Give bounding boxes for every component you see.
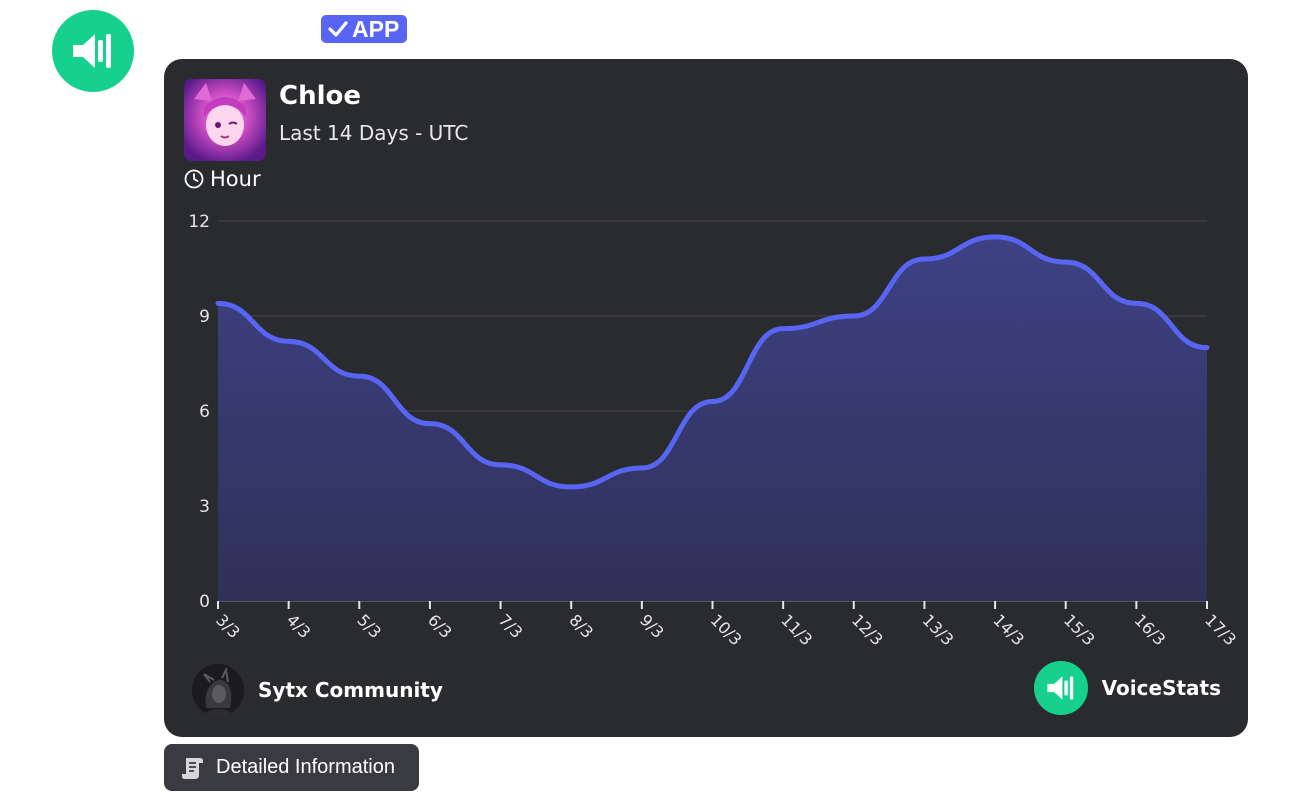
x-tick-label: 3/3 — [212, 610, 244, 642]
x-tick-label: 10/3 — [707, 610, 746, 649]
server-name: Sytx Community — [258, 678, 443, 702]
x-tick-label: 8/3 — [565, 610, 597, 642]
bot-avatar[interactable] — [52, 10, 134, 92]
x-tick-label: 13/3 — [919, 610, 958, 649]
x-tick-label: 7/3 — [495, 610, 527, 642]
metric-label: Hour — [210, 167, 261, 191]
brand-info: VoiceStats — [1033, 661, 1221, 715]
x-tick-label: 5/3 — [353, 610, 385, 642]
detailed-information-label: Detailed Information — [216, 756, 395, 778]
stats-card: Chloe Last 14 Days - UTC Hour 0 3 6 9 12 3/3… — [164, 59, 1248, 737]
period-label: Last 14 Days - UTC — [279, 121, 469, 145]
brand-name: VoiceStats — [1101, 676, 1221, 700]
x-tick-label: 12/3 — [848, 610, 887, 649]
brand-logo — [1033, 661, 1088, 715]
server-info: Sytx Community — [192, 664, 443, 716]
chart-series-line — [215, 234, 1210, 490]
x-tick-label: 9/3 — [636, 610, 668, 642]
clock-icon — [184, 169, 204, 189]
scroll-icon — [182, 757, 203, 779]
app-badge: APP — [321, 15, 408, 43]
speaker-icon — [1047, 676, 1073, 700]
x-tick-label: 4/3 — [283, 610, 315, 642]
y-tick-label: 9 — [199, 307, 210, 327]
speaker-icon — [73, 34, 111, 68]
x-tick-label: 16/3 — [1131, 610, 1170, 649]
metric-label-row: Hour — [184, 167, 261, 191]
y-tick-label: 12 — [188, 212, 210, 232]
y-tick-label: 6 — [199, 402, 210, 422]
user-name: Chloe — [279, 81, 361, 111]
hours-chart: 0 3 6 9 12 3/3 4/3 5/3 6/3 7/3 8/3 9/3 10/3 11/3 12/3… — [188, 212, 1240, 649]
x-tick-label: 15/3 — [1060, 610, 1099, 649]
x-tick-label: 6/3 — [424, 610, 456, 642]
user-avatar — [184, 79, 266, 161]
server-avatar — [192, 664, 244, 716]
checkmark-icon — [328, 21, 348, 37]
app-badge-label: APP — [352, 15, 400, 42]
y-tick-label: 0 — [199, 592, 210, 612]
x-tick-label: 11/3 — [777, 610, 816, 649]
y-tick-label: 3 — [199, 497, 210, 517]
x-tick-label: 17/3 — [1201, 610, 1240, 649]
chart-area-fill — [218, 236, 1207, 602]
detailed-information-button[interactable]: Detailed Information — [164, 744, 419, 791]
x-tick-label: 14/3 — [989, 610, 1028, 649]
